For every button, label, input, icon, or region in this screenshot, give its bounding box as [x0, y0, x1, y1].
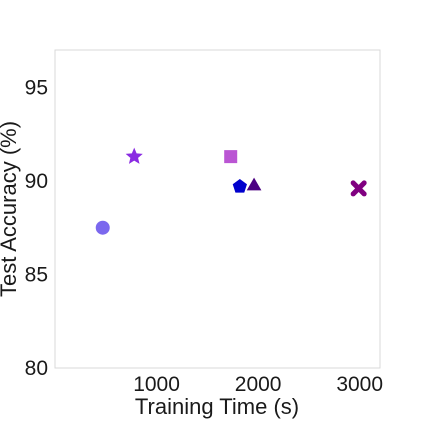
data-point-triangle	[246, 177, 262, 191]
data-point-circle	[95, 220, 110, 235]
data-point-pentagon	[232, 179, 247, 193]
x-axis-ticks: 1000 2000 3000	[133, 373, 383, 396]
y-tick-label: 90	[25, 170, 48, 193]
data-point-star	[125, 147, 143, 164]
x-tick-label: 2000	[235, 373, 282, 396]
y-tick-label: 80	[25, 357, 48, 380]
y-axis-ticks: 80 85 90 95	[25, 76, 48, 380]
data-points	[95, 147, 367, 235]
x-tick-label: 1000	[133, 373, 180, 396]
y-tick-label: 85	[25, 263, 48, 286]
data-point-square	[224, 150, 238, 164]
y-tick-label: 95	[25, 76, 48, 99]
x-axis-label: Training Time (s)	[135, 394, 299, 419]
data-point-x	[350, 180, 367, 197]
x-tick-label: 3000	[336, 373, 383, 396]
plot-frame	[54, 49, 381, 369]
y-axis-label: Test Accuracy (%)	[0, 121, 21, 297]
